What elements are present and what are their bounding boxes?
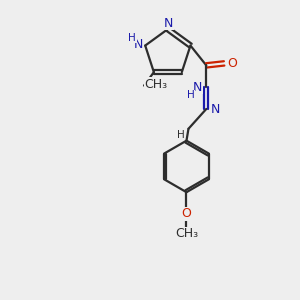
Text: H: H — [177, 130, 184, 140]
Text: N: N — [134, 38, 143, 51]
Text: O: O — [227, 57, 237, 70]
Text: N: N — [211, 103, 220, 116]
Text: O: O — [182, 208, 191, 220]
Text: CH₃: CH₃ — [144, 78, 167, 91]
Text: H: H — [128, 33, 136, 43]
Text: H: H — [187, 90, 194, 100]
Text: N: N — [164, 17, 173, 30]
Text: N: N — [193, 81, 202, 94]
Text: CH₃: CH₃ — [175, 227, 198, 240]
